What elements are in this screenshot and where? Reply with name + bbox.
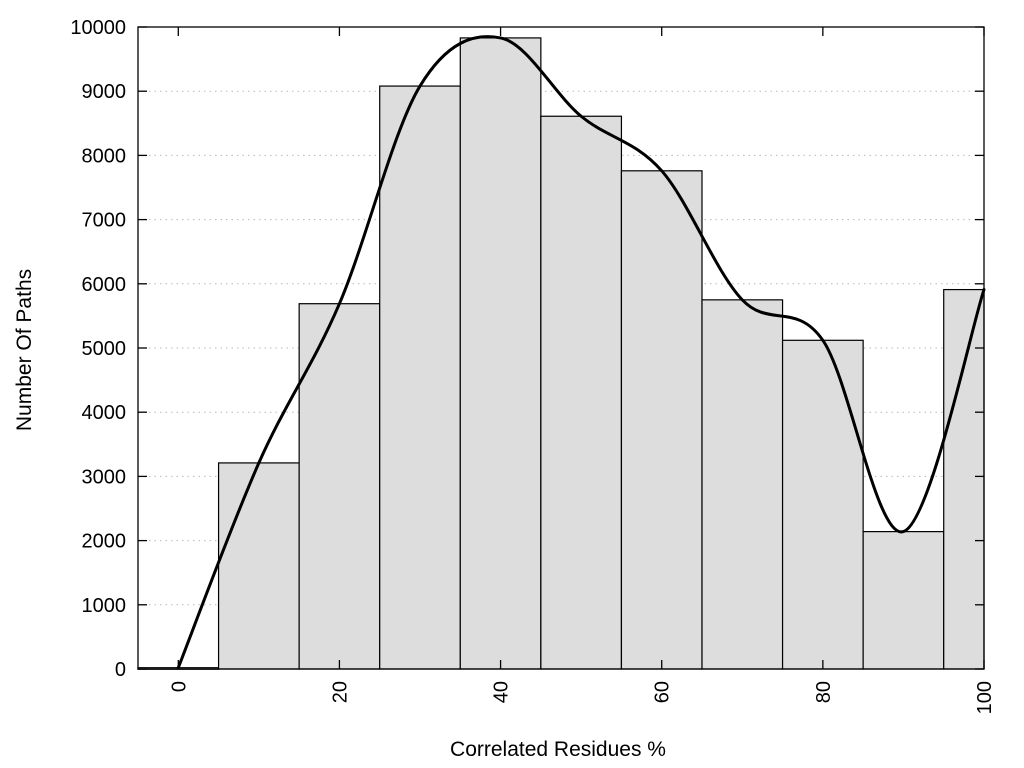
y-axis-title: Number Of Paths [13, 269, 36, 431]
smooth-curve [176, 35, 986, 670]
bar-80 [781, 339, 864, 670]
y-tick-label: 5000 [82, 338, 127, 360]
x-tick-label: 40 [491, 681, 513, 703]
x-axis-title: Correlated Residues % [450, 738, 666, 761]
bar-50 [540, 115, 623, 670]
y-tick-label: 10000 [70, 17, 126, 39]
x-tick-label: 60 [652, 681, 674, 703]
y-tick-label: 7000 [82, 210, 127, 232]
bar-100 [943, 288, 985, 670]
bar-10 [217, 462, 300, 670]
y-tick-label: 4000 [82, 402, 127, 424]
y-tick-label: 3000 [82, 466, 127, 488]
bar-90 [862, 531, 945, 670]
x-tick-label: 0 [168, 681, 190, 692]
curve-layer [176, 35, 986, 670]
x-tick-label: 100 [974, 681, 996, 714]
y-tick-label: 1000 [82, 595, 127, 617]
bar-40 [459, 37, 542, 670]
bar-60 [620, 170, 703, 670]
x-tick-label: 80 [813, 681, 835, 703]
y-tick-label: 8000 [82, 145, 127, 167]
x-tick-label: 20 [329, 681, 351, 703]
ticks-layer [138, 26, 985, 670]
bar-30 [379, 85, 461, 670]
bars-layer [137, 37, 985, 670]
y-tick-label: 2000 [82, 531, 127, 553]
labels-layer: 0100020003000400050006000700080009000100… [70, 17, 996, 714]
y-tick-label: 6000 [82, 274, 127, 296]
bar-70 [701, 299, 784, 670]
bar-20 [298, 303, 381, 670]
y-tick-label: 9000 [82, 81, 127, 103]
y-tick-label: 0 [115, 659, 126, 681]
